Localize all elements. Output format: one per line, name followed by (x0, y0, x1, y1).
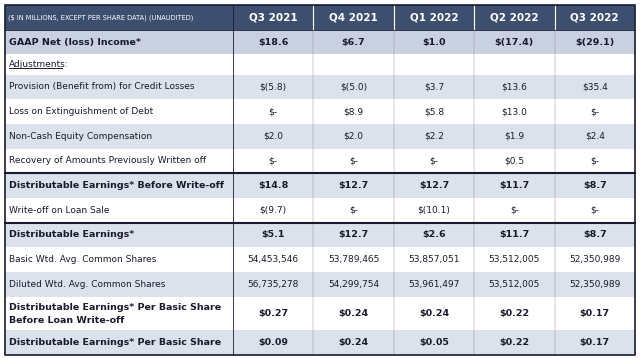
Text: $2.0: $2.0 (344, 132, 364, 141)
Text: $0.24: $0.24 (339, 309, 369, 318)
Text: Distributable Earnings*: Distributable Earnings* (9, 230, 134, 239)
Bar (5, 54, 635, 75)
Text: Basic Wtd. Avg. Common Shares: Basic Wtd. Avg. Common Shares (9, 255, 156, 264)
Bar (5, 30, 635, 54)
Text: $-: $- (590, 206, 599, 215)
Text: 52,350,989: 52,350,989 (569, 255, 621, 264)
Text: $1.9: $1.9 (504, 132, 524, 141)
Text: $3.7: $3.7 (424, 83, 444, 92)
Text: Provision (Benefit from) for Credit Losses: Provision (Benefit from) for Credit Loss… (9, 83, 195, 92)
Text: Before Loan Write-off: Before Loan Write-off (9, 316, 124, 325)
Bar (5, 173, 635, 198)
Text: Q3 2021: Q3 2021 (249, 12, 298, 22)
Text: $(29.1): $(29.1) (575, 38, 614, 47)
Text: $0.05: $0.05 (419, 338, 449, 347)
Text: Write-off on Loan Sale: Write-off on Loan Sale (9, 206, 109, 215)
Text: 53,961,497: 53,961,497 (408, 280, 460, 289)
Text: Adjustments:: Adjustments: (9, 60, 68, 69)
Text: $35.4: $35.4 (582, 83, 607, 92)
Bar (5, 99, 635, 124)
Text: $2.0: $2.0 (263, 132, 283, 141)
Text: $0.24: $0.24 (339, 338, 369, 347)
Text: $-: $- (590, 107, 599, 116)
Text: $(5.0): $(5.0) (340, 83, 367, 92)
Bar (5, 223, 635, 247)
Text: 53,512,005: 53,512,005 (489, 280, 540, 289)
Text: Distributable Earnings* Per Basic Share: Distributable Earnings* Per Basic Share (9, 303, 221, 312)
Bar (233, 5, 314, 30)
Bar (555, 5, 635, 30)
Text: $(10.1): $(10.1) (417, 206, 451, 215)
Text: $0.22: $0.22 (499, 309, 529, 318)
Bar (314, 5, 394, 30)
Text: $5.8: $5.8 (424, 107, 444, 116)
Text: 53,857,051: 53,857,051 (408, 255, 460, 264)
Text: 53,789,465: 53,789,465 (328, 255, 380, 264)
Text: $2.2: $2.2 (424, 132, 444, 141)
Bar (5, 272, 635, 297)
Text: $0.22: $0.22 (499, 338, 529, 347)
Bar (394, 5, 474, 30)
Bar (5, 124, 635, 149)
Text: $13.6: $13.6 (502, 83, 527, 92)
Text: $-: $- (590, 157, 599, 165)
Text: Q2 2022: Q2 2022 (490, 12, 539, 22)
Text: ($ IN MILLIONS, EXCEPT PER SHARE DATA) (UNAUDITED): ($ IN MILLIONS, EXCEPT PER SHARE DATA) (… (8, 14, 193, 20)
Text: $2.4: $2.4 (585, 132, 605, 141)
Text: 56,735,278: 56,735,278 (248, 280, 299, 289)
Bar (474, 5, 555, 30)
Text: GAAP Net (loss) Income*: GAAP Net (loss) Income* (9, 38, 141, 47)
Text: $11.7: $11.7 (499, 230, 529, 239)
Text: $(9.7): $(9.7) (260, 206, 287, 215)
Bar (5, 297, 635, 330)
Text: $0.24: $0.24 (419, 309, 449, 318)
Text: $18.6: $18.6 (258, 38, 289, 47)
Text: $14.8: $14.8 (258, 181, 289, 190)
Text: $-: $- (349, 157, 358, 165)
Text: $0.17: $0.17 (580, 309, 610, 318)
Text: 54,299,754: 54,299,754 (328, 280, 379, 289)
Text: $0.17: $0.17 (580, 338, 610, 347)
Text: Distributable Earnings* Before Write-off: Distributable Earnings* Before Write-off (9, 181, 224, 190)
Text: $5.1: $5.1 (262, 230, 285, 239)
Text: $11.7: $11.7 (499, 181, 529, 190)
Text: Distributable Earnings* Per Basic Share: Distributable Earnings* Per Basic Share (9, 338, 221, 347)
Text: $8.9: $8.9 (344, 107, 364, 116)
Text: $0.5: $0.5 (504, 157, 524, 165)
Text: $0.27: $0.27 (258, 309, 288, 318)
Bar (5, 75, 635, 99)
Text: Q3 2022: Q3 2022 (570, 12, 619, 22)
Text: $-: $- (349, 206, 358, 215)
Text: $(5.8): $(5.8) (260, 83, 287, 92)
Text: 54,453,546: 54,453,546 (248, 255, 299, 264)
Text: Non-Cash Equity Compensation: Non-Cash Equity Compensation (9, 132, 152, 141)
Text: $-: $- (269, 107, 278, 116)
Bar (5, 198, 635, 223)
Text: $2.6: $2.6 (422, 230, 446, 239)
Text: $8.7: $8.7 (583, 181, 607, 190)
Text: Loss on Extinguishment of Debt: Loss on Extinguishment of Debt (9, 107, 153, 116)
Text: $-: $- (429, 157, 438, 165)
Bar (5, 149, 635, 173)
Text: $6.7: $6.7 (342, 38, 365, 47)
Text: $12.7: $12.7 (339, 230, 369, 239)
Text: Q4 2021: Q4 2021 (329, 12, 378, 22)
Text: $-: $- (510, 206, 519, 215)
Text: $8.7: $8.7 (583, 230, 607, 239)
Text: Diluted Wtd. Avg. Common Shares: Diluted Wtd. Avg. Common Shares (9, 280, 165, 289)
Text: $12.7: $12.7 (339, 181, 369, 190)
Text: $13.0: $13.0 (502, 107, 527, 116)
Text: Recovery of Amounts Previously Written off: Recovery of Amounts Previously Written o… (9, 157, 206, 165)
Text: $(17.4): $(17.4) (495, 38, 534, 47)
Text: $-: $- (269, 157, 278, 165)
Text: 53,512,005: 53,512,005 (489, 255, 540, 264)
Bar (5, 247, 635, 272)
Text: 52,350,989: 52,350,989 (569, 280, 621, 289)
Bar (5, 330, 635, 355)
Text: $0.09: $0.09 (258, 338, 288, 347)
Bar (5, 5, 233, 30)
Text: Q1 2022: Q1 2022 (410, 12, 458, 22)
Text: $12.7: $12.7 (419, 181, 449, 190)
Text: $1.0: $1.0 (422, 38, 445, 47)
